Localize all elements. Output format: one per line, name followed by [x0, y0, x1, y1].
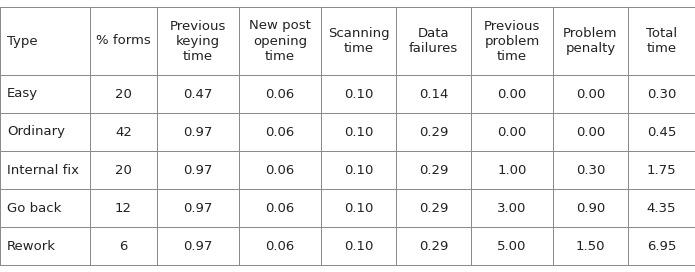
Text: Internal fix: Internal fix: [7, 163, 79, 177]
Text: Problem
penalty: Problem penalty: [563, 27, 618, 55]
Text: Easy: Easy: [7, 88, 38, 100]
Text: 0.10: 0.10: [344, 240, 373, 252]
Text: 0.29: 0.29: [419, 240, 448, 252]
Text: 0.14: 0.14: [419, 88, 448, 100]
Text: 0.10: 0.10: [344, 88, 373, 100]
Text: Total
time: Total time: [646, 27, 677, 55]
Text: 0.97: 0.97: [183, 163, 213, 177]
Text: Previous
keying
time: Previous keying time: [170, 20, 226, 63]
Text: New post
opening
time: New post opening time: [249, 20, 311, 63]
Text: Previous
problem
time: Previous problem time: [484, 20, 540, 63]
Text: Type: Type: [7, 35, 38, 48]
Text: 0.10: 0.10: [344, 125, 373, 138]
Text: 3.00: 3.00: [498, 202, 527, 215]
Text: 0.10: 0.10: [344, 202, 373, 215]
Text: Ordinary: Ordinary: [7, 125, 65, 138]
Text: % forms: % forms: [96, 35, 151, 48]
Text: 4.35: 4.35: [647, 202, 676, 215]
Text: 0.06: 0.06: [265, 202, 295, 215]
Text: 0.00: 0.00: [498, 88, 527, 100]
Text: 0.90: 0.90: [576, 202, 605, 215]
Text: 1.00: 1.00: [498, 163, 527, 177]
Text: 0.97: 0.97: [183, 202, 213, 215]
Text: Rework: Rework: [7, 240, 56, 252]
Text: 0.30: 0.30: [576, 163, 605, 177]
Text: 1.75: 1.75: [646, 163, 676, 177]
Text: 20: 20: [115, 163, 132, 177]
Text: 0.06: 0.06: [265, 163, 295, 177]
Text: Data
failures: Data failures: [409, 27, 458, 55]
Text: 0.06: 0.06: [265, 240, 295, 252]
Text: 12: 12: [115, 202, 132, 215]
Text: Go back: Go back: [7, 202, 61, 215]
Text: 0.97: 0.97: [183, 240, 213, 252]
Text: 1.50: 1.50: [575, 240, 605, 252]
Text: 0.06: 0.06: [265, 88, 295, 100]
Text: 0.29: 0.29: [419, 163, 448, 177]
Text: 42: 42: [115, 125, 132, 138]
Text: 0.29: 0.29: [419, 202, 448, 215]
Text: 0.97: 0.97: [183, 125, 213, 138]
Text: Scanning
time: Scanning time: [327, 27, 389, 55]
Text: 0.47: 0.47: [183, 88, 213, 100]
Text: 20: 20: [115, 88, 132, 100]
Text: 0.00: 0.00: [576, 125, 605, 138]
Text: 0.29: 0.29: [419, 125, 448, 138]
Text: 0.00: 0.00: [498, 125, 527, 138]
Text: 0.00: 0.00: [576, 88, 605, 100]
Text: 5.00: 5.00: [498, 240, 527, 252]
Text: 6: 6: [120, 240, 128, 252]
Text: 6.95: 6.95: [647, 240, 676, 252]
Text: 0.30: 0.30: [647, 88, 676, 100]
Text: 0.45: 0.45: [647, 125, 676, 138]
Text: 0.06: 0.06: [265, 125, 295, 138]
Text: 0.10: 0.10: [344, 163, 373, 177]
